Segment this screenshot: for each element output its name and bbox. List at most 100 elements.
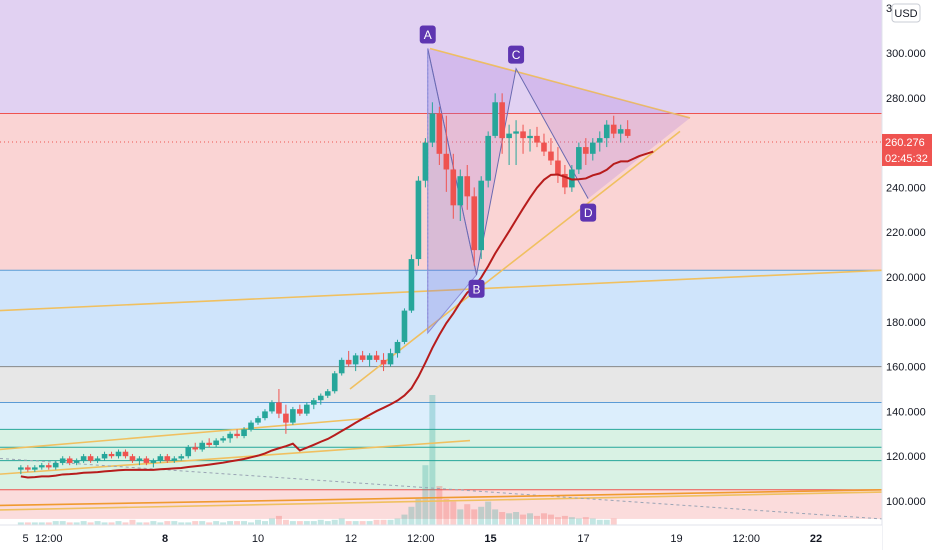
candle-body [603,124,610,139]
volume-bar [108,522,115,525]
candle-body [464,176,471,197]
candle-body [304,404,310,414]
volume-bar [324,521,331,525]
x-tick-label: 10 [252,533,264,545]
candle-body [143,458,150,463]
volume-bar [268,518,275,525]
candle-body [513,131,519,134]
volume-bar [492,509,499,525]
last-price-text: 260.276 [885,137,925,149]
y-tick-label: 180.000 [886,317,926,329]
volume-bar [115,521,122,525]
candle-body [150,460,157,463]
candle-body [94,458,101,461]
pattern-label-b[interactable]: B [468,279,485,298]
volume-bar [547,514,554,525]
volume-bar [331,519,338,525]
candle-body [32,467,38,470]
candle-body [562,173,568,188]
candle-body [610,124,617,134]
volume-bar [450,501,457,525]
x-tick-label: 19 [670,533,682,545]
volume-bar [248,522,255,525]
volume-bar [289,521,296,525]
candle-body [178,456,185,459]
candle-body [366,355,373,360]
candle-body [555,160,561,174]
volume-bar [241,521,248,525]
volume-bar [227,521,234,525]
last-price-badge: 260.276 02:45:32 [882,133,932,166]
candle-body [136,458,143,461]
candle-body [108,453,115,457]
pattern-label-text: B [473,282,481,296]
volume-bar [443,499,450,525]
x-tick-label: 12:00 [732,533,760,545]
currency-label: USD [894,8,917,20]
candle-body [429,113,436,143]
volume-bar [373,519,380,525]
pattern-label-c[interactable]: C [508,45,525,64]
candle-body [471,196,478,251]
volume-bar [603,519,610,525]
volume-bar [352,521,359,525]
volume-bar [610,518,617,525]
pattern-label-text: D [584,206,593,220]
volume-bar [380,519,387,525]
trendlines-layer [0,47,883,520]
candle-body [436,113,443,154]
volume-bar [582,517,589,525]
candle-body [387,353,394,365]
candle-body [576,147,582,170]
candle-body [617,129,624,134]
candle-body [101,453,108,459]
candle-body [324,391,331,396]
volume-bar [596,519,603,525]
volume-bar [80,521,87,525]
volume-bar [387,519,394,525]
volume-bar [575,518,582,525]
volume-bar [310,521,317,525]
volume-bar [282,519,289,525]
candle-body [234,433,240,437]
volume-bar [436,486,443,525]
volume-bar [143,522,150,525]
candle-body [59,458,66,463]
y-tick-label: 140.000 [886,406,926,418]
volume-bar [415,499,422,525]
candle-body [164,456,171,461]
volume-bar [122,522,129,525]
y-tick-label: 240.000 [886,182,926,194]
candle-body [115,451,122,457]
volume-bar [366,521,373,525]
volume-bar [429,395,436,525]
volume-bar [45,522,52,525]
trendline-3 [0,491,883,511]
volume-bar [178,522,185,525]
pattern-label-a[interactable]: A [419,25,436,44]
volume-bar [520,514,527,525]
moving-average-line [20,150,654,479]
candle-body [345,359,352,365]
pattern-label-d[interactable]: D [580,203,597,222]
candle-body [527,135,533,139]
trendline-4 [349,130,681,390]
candle-body [478,180,484,251]
currency-button[interactable]: USD [891,3,921,23]
volume-bar [136,522,143,525]
volume-bar [220,522,227,525]
volume-bar [213,521,220,525]
volume-bar [24,522,31,525]
volume-bar [101,522,108,525]
candle-body [317,395,324,401]
volume-bar [17,522,24,525]
volume-bar [499,512,506,525]
candle-body [283,413,289,423]
candle-body [534,135,540,143]
volume-bar [255,519,261,525]
volume-bar [471,509,478,525]
y-tick-label: 160.000 [886,362,926,374]
candle-body [171,458,178,461]
volume-bar [275,515,282,525]
